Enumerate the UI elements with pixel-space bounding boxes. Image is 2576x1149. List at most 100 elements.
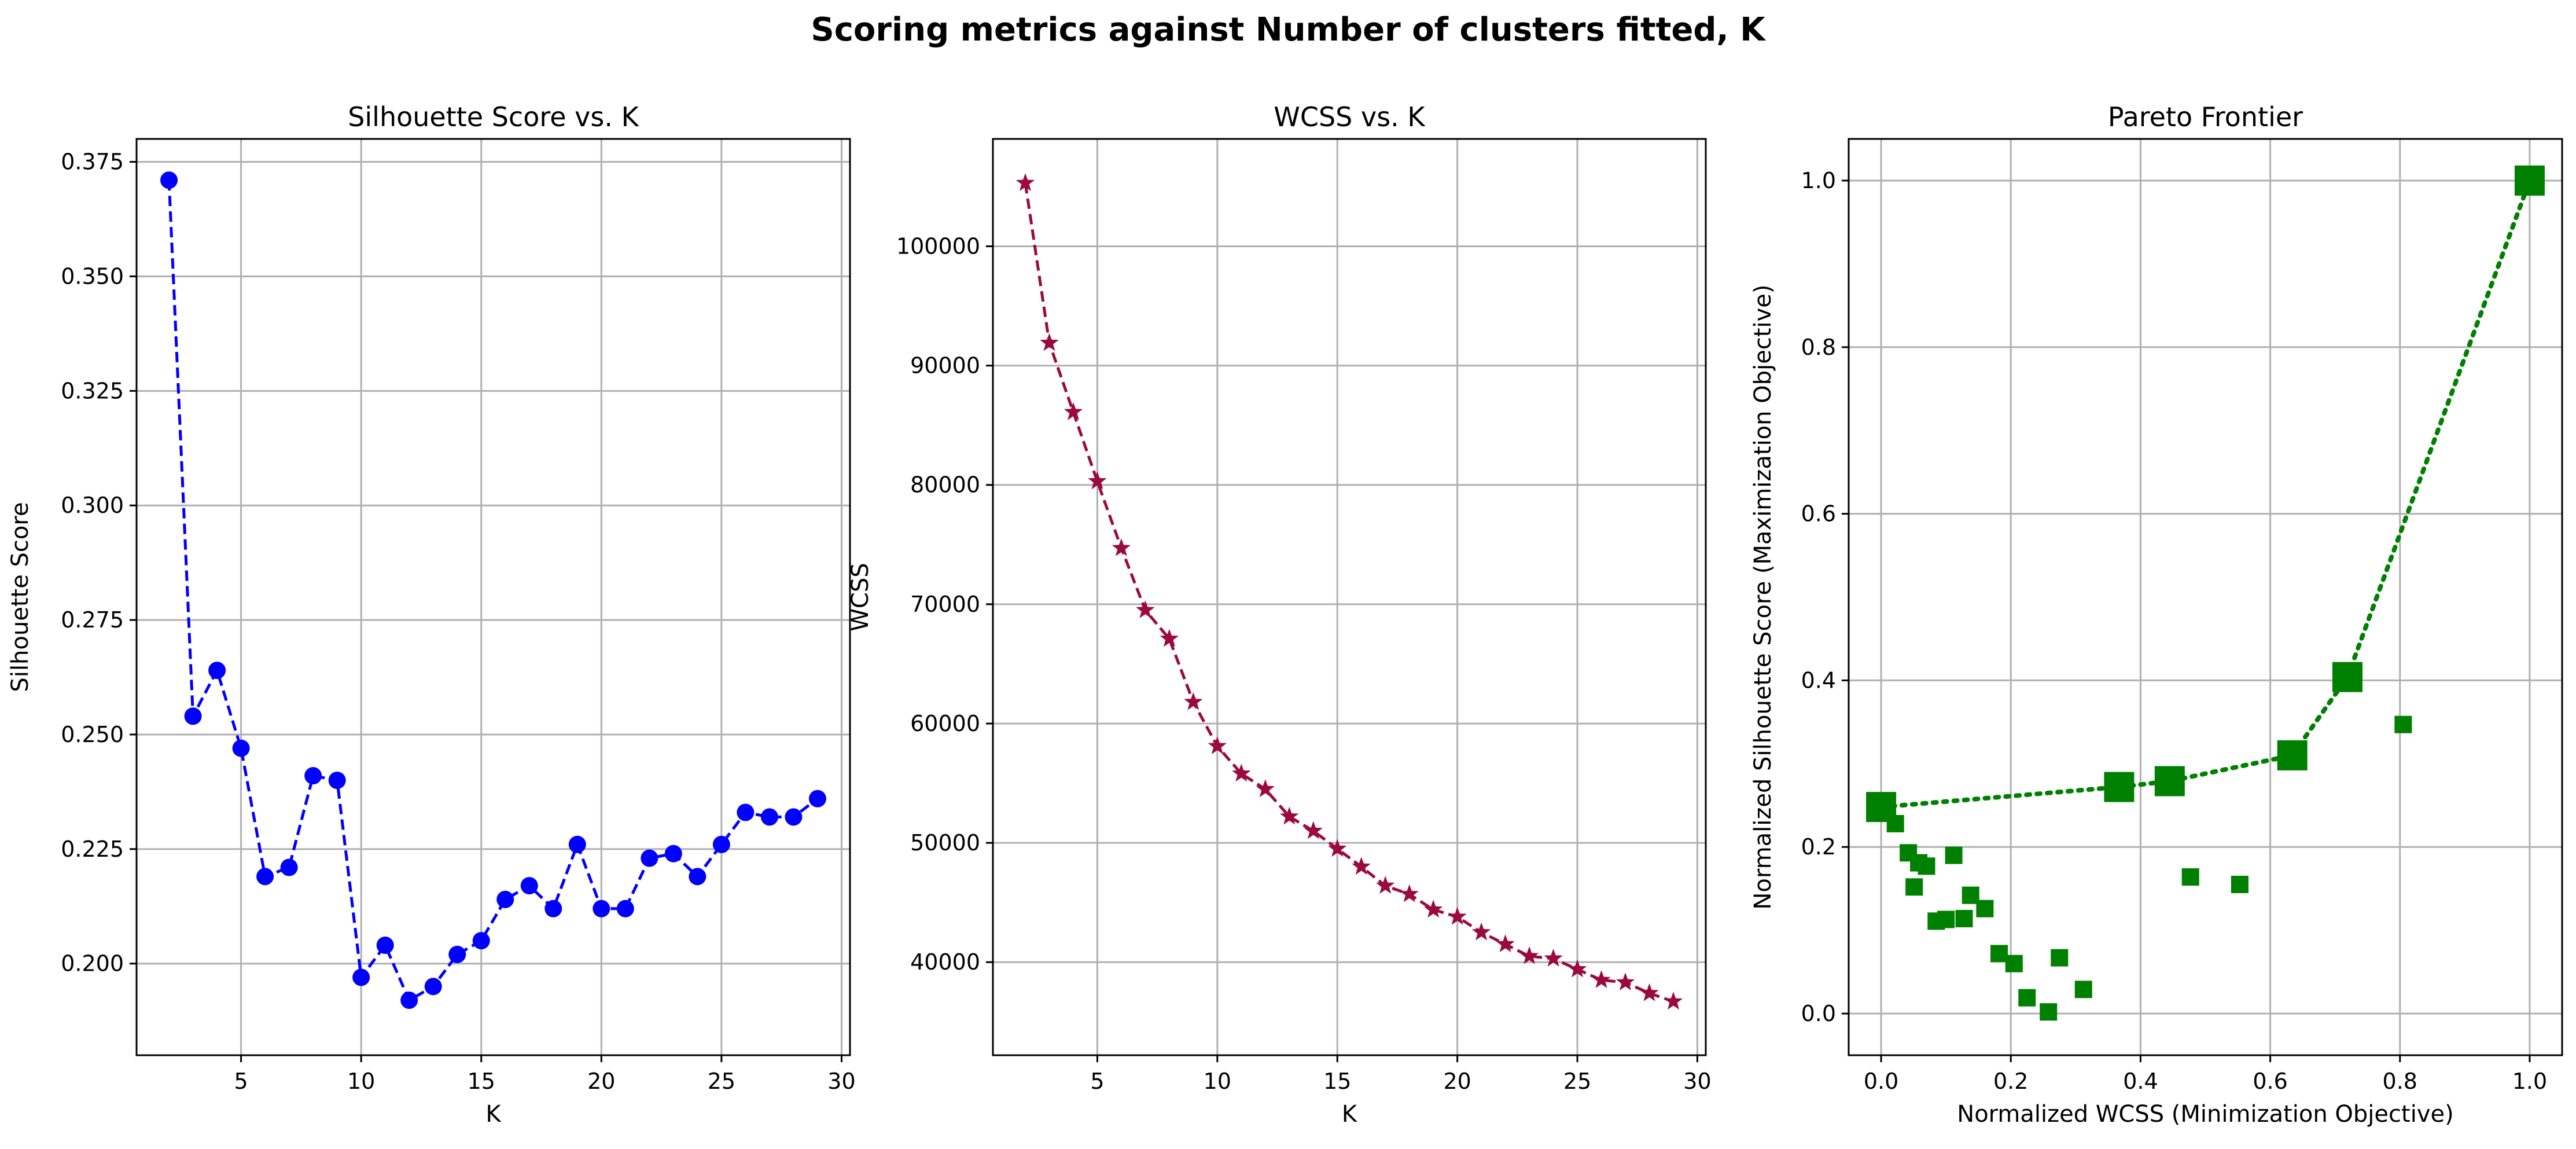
- silhouette-data-point: [232, 739, 250, 757]
- pareto-x-axis-label: Normalized WCSS (Minimization Objective): [1957, 1101, 2453, 1128]
- wcss-data-point: [1664, 992, 1683, 1009]
- wcss-data-point: [1112, 538, 1131, 556]
- wcss-data-point: [1424, 900, 1443, 918]
- wcss-data-point: [1063, 402, 1083, 420]
- pareto-frontier-point: [2154, 766, 2185, 796]
- wcss-data-point: [1400, 884, 1419, 902]
- pareto-xtick-label: 0.0: [1864, 1069, 1898, 1094]
- wcss-data-point: [1615, 972, 1635, 991]
- wcss-ytick-label: 70000: [910, 592, 980, 617]
- pareto-xtick-label: 0.6: [2253, 1069, 2287, 1094]
- pareto-data-point: [2005, 955, 2023, 972]
- silhouette-x-axis-label: K: [485, 1101, 502, 1128]
- wcss-xtick-label: 5: [1090, 1069, 1104, 1094]
- wcss-data-point: [1184, 692, 1203, 710]
- silhouette-data-point: [256, 868, 274, 886]
- silhouette-data-point: [328, 772, 346, 790]
- silhouette-data-point: [593, 900, 610, 917]
- wcss-chart: 5 10 15 20 25 30 40000 50000 60000 70000 80000 9000…: [847, 101, 1712, 1128]
- pareto-series-line: [1879, 178, 2532, 810]
- wcss-data-point: [1256, 779, 1275, 798]
- wcss-axes-frame: [992, 138, 1707, 1056]
- wcss-data-point: [1448, 906, 1467, 925]
- pareto-data-point: [2394, 715, 2412, 733]
- wcss-ytick-label: 40000: [910, 949, 980, 975]
- silhouette-data-point: [424, 978, 442, 996]
- pareto-data-point: [2018, 989, 2036, 1007]
- pareto-frontier-point: [2277, 740, 2308, 770]
- silhouette-data-point: [689, 868, 706, 886]
- wcss-data-point: [1160, 629, 1179, 647]
- wcss-data-point: [1208, 736, 1227, 754]
- silhouette-data-point: [664, 845, 682, 862]
- wcss-data-point: [1567, 959, 1587, 978]
- silhouette-data-point: [544, 900, 562, 917]
- wcss-data-point: [1496, 934, 1515, 953]
- pareto-frontier-point: [2332, 662, 2362, 692]
- pareto-frontier-point: [1866, 792, 1897, 823]
- silhouette-data-point: [712, 835, 730, 853]
- wcss-data-point: [1280, 806, 1299, 825]
- pareto-data-point: [2074, 981, 2092, 999]
- silhouette-data-point: [208, 662, 226, 680]
- wcss-data-point: [1519, 946, 1539, 964]
- wcss-series-line: [1024, 182, 1674, 1003]
- pareto-data-point: [1905, 878, 1923, 896]
- wcss-ytick-label: 60000: [910, 711, 980, 736]
- pareto-data-point: [1990, 945, 2008, 963]
- wcss-data-point: [1640, 983, 1659, 1001]
- pareto-data-point: [2040, 1003, 2058, 1021]
- wcss-xtick-label: 15: [1323, 1069, 1351, 1094]
- pareto-frontier-point: [2514, 165, 2545, 196]
- pareto-ytick-label: 0.6: [1801, 501, 1836, 527]
- pareto-xtick-label: 0.4: [2123, 1069, 2158, 1094]
- wcss-data-point: [1471, 922, 1491, 941]
- silhouette-axes-frame: [135, 138, 851, 1056]
- pareto-ytick-label: 0.2: [1801, 834, 1836, 860]
- silhouette-xtick-label: 10: [347, 1069, 375, 1094]
- wcss-xtick-label: 20: [1443, 1069, 1471, 1094]
- pareto-data-point: [2231, 875, 2249, 893]
- silhouette-ytick-label: 0.300: [61, 493, 124, 518]
- pareto-xtick-label: 0.2: [1993, 1069, 2028, 1094]
- figure-title: Scoring metrics against Number of cluste…: [811, 11, 1767, 49]
- silhouette-data-point: [160, 171, 178, 189]
- pareto-data-point: [1937, 911, 1955, 928]
- silhouette-data-point: [400, 992, 418, 1009]
- silhouette-data-point: [376, 937, 394, 955]
- wcss-data-point: [1328, 839, 1347, 857]
- wcss-data-point: [1592, 970, 1611, 988]
- silhouette-xtick-label: 30: [827, 1069, 855, 1094]
- wcss-xtick-label: 10: [1204, 1069, 1231, 1094]
- wcss-data-point: [1015, 173, 1035, 192]
- silhouette-data-point: [352, 968, 370, 986]
- silhouette-xtick-label: 20: [587, 1069, 615, 1094]
- pareto-ytick-label: 0.4: [1801, 667, 1836, 693]
- silhouette-data-point: [280, 858, 298, 876]
- silhouette-ytick-label: 0.350: [61, 263, 124, 289]
- silhouette-series-line: [167, 180, 819, 1003]
- pareto-ytick-label: 0.8: [1801, 335, 1836, 360]
- silhouette-data-point: [472, 932, 490, 950]
- pareto-axes-frame: [1848, 138, 2563, 1056]
- silhouette-data-point: [641, 849, 658, 867]
- silhouette-data-point: [616, 900, 634, 917]
- wcss-data-point: [1352, 857, 1371, 875]
- wcss-data-point: [1136, 600, 1155, 618]
- pareto-data-point: [1945, 846, 1963, 864]
- silhouette-xtick-label: 5: [234, 1069, 248, 1094]
- pareto-data-point: [1955, 909, 1973, 927]
- silhouette-ytick-label: 0.375: [61, 149, 124, 175]
- silhouette-data-point: [520, 877, 538, 895]
- wcss-data-point: [1544, 949, 1563, 967]
- wcss-x-axis-label: K: [1342, 1101, 1358, 1128]
- pareto-y-axis-label: Normalized Silhouette Score (Maximizatio…: [1750, 285, 1776, 910]
- silhouette-ytick-label: 0.275: [61, 607, 124, 633]
- silhouette-data-point: [448, 945, 466, 963]
- wcss-ytick-label: 90000: [910, 353, 980, 379]
- pareto-data-point: [1976, 900, 1994, 917]
- silhouette-data-point: [496, 890, 514, 908]
- silhouette-data-point: [737, 803, 755, 821]
- silhouette-xtick-label: 15: [468, 1069, 495, 1094]
